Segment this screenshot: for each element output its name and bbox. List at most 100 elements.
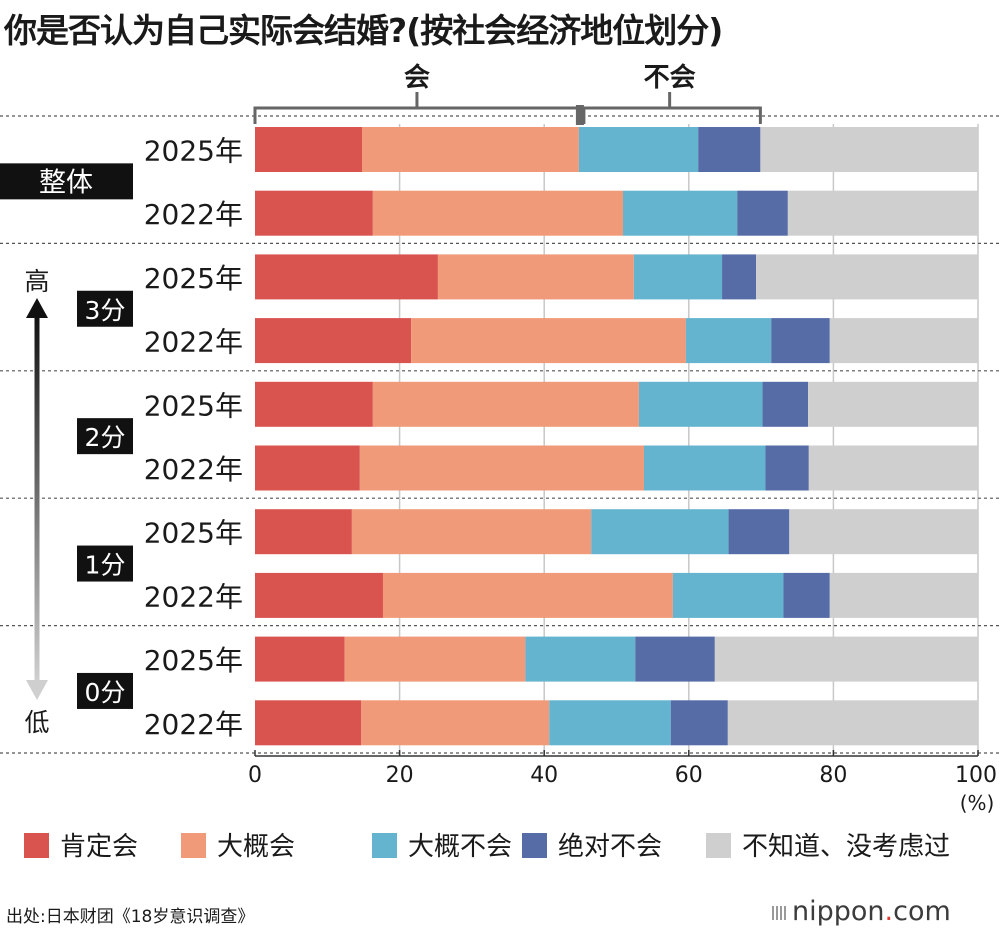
bar-segment [727,700,978,746]
bar-segment [255,318,412,364]
bar-segment [255,700,362,746]
x-tick-label: 20 [386,763,414,788]
bar-segment [633,254,723,300]
year-label: 2025年 [144,644,243,677]
x-tick-label: 60 [675,763,703,788]
bar-segment [411,318,686,364]
x-tick-label: 80 [819,763,847,788]
bar-segment [829,572,978,618]
year-label: 2022年 [144,708,243,741]
bar-segment [591,509,729,555]
bar-segment [344,636,526,682]
bar-segment [737,190,788,236]
year-label: 2025年 [144,517,243,550]
arrow-down-head [26,680,48,700]
arrow-bottom-label: 低 [24,708,49,737]
bar-segment [255,572,383,618]
source-note: 出处:日本财团《18岁意识调查》 [6,907,255,927]
year-label: 2022年 [144,453,243,486]
x-axis-unit: (%) [960,791,995,815]
bar-segment [351,509,592,555]
bar-segment [783,572,830,618]
bar-segment [437,254,634,300]
x-tick-label: 40 [530,763,558,788]
bar-segment [685,318,772,364]
legend-swatch [372,833,397,858]
legend-swatch [522,833,547,858]
group-label-box [77,418,133,455]
year-label: 2022年 [144,326,243,359]
bar-segment [789,509,978,555]
bar-segment [698,127,761,172]
year-label: 2022年 [144,198,243,231]
x-tick-label: 100 [955,763,997,788]
group-label-box [0,163,133,200]
bar-segment [623,190,738,236]
legend-swatch [181,833,206,858]
year-label: 2025年 [144,389,243,422]
group-label: 整体 [39,167,93,198]
bar-segment [808,381,978,427]
group-label: 0分 [85,678,126,707]
bar-segment [359,445,644,491]
bar-segment [255,190,373,236]
bar-segment [714,636,978,682]
bar-segment [525,636,636,682]
group-label: 1分 [85,551,126,580]
group-label: 2分 [85,423,126,452]
bar-segment [372,381,639,427]
yes-bracket-label: 会 [404,63,430,93]
group-label-box [77,545,133,582]
brand-name: nippon [792,896,885,927]
year-label: 2025年 [144,135,243,168]
x-tick-label: 0 [248,763,262,788]
arrow-top-label: 高 [24,267,49,296]
legend-label: 绝对不会 [558,832,662,862]
bar-segment [255,445,360,491]
legend-swatch [24,833,49,858]
bar-segment [361,700,550,746]
group-label: 3分 [85,296,126,325]
bar-segment [643,445,766,491]
year-label: 2022年 [144,580,243,613]
bar-segment [787,190,978,236]
group-label-box [77,290,133,327]
bar-segment [670,700,728,746]
legend-label: 不知道、没考虑过 [742,832,950,862]
bar-segment [549,700,671,746]
legend-label: 肯定会 [60,832,138,862]
bar-segment [771,318,830,364]
bar-segment [808,445,978,491]
bar-segment [255,381,373,427]
bar-segment [635,636,715,682]
bar-segment [638,381,763,427]
bar-segment [362,127,579,172]
legend-label: 大概会 [217,832,295,862]
bar-segment [756,254,978,300]
bar-segment [762,381,809,427]
bar-segment [722,254,757,300]
no-bracket-label: 不会 [644,63,696,93]
group-label-box [77,672,133,709]
bar-segment [728,509,790,555]
bar-segment [829,318,978,364]
bar-segment [255,509,352,555]
year-label: 2025年 [144,262,243,295]
bar-segment [382,572,673,618]
bar-segment [255,636,345,682]
bar-segment [372,190,624,236]
legend-label: 大概不会 [408,832,512,862]
brand-tld: com [893,896,951,927]
bar-segment [765,445,809,491]
legend-swatch [706,833,731,858]
arrow-up-head [26,298,48,318]
brand-logo: nippon.com [772,896,951,927]
brand-bars-icon [772,896,788,927]
bar-segment [672,572,784,618]
bar-segment [760,127,978,172]
bar-segment [255,127,363,172]
bar-segment [255,254,438,300]
bar-segment [578,127,699,172]
brand-dot: . [884,896,894,927]
